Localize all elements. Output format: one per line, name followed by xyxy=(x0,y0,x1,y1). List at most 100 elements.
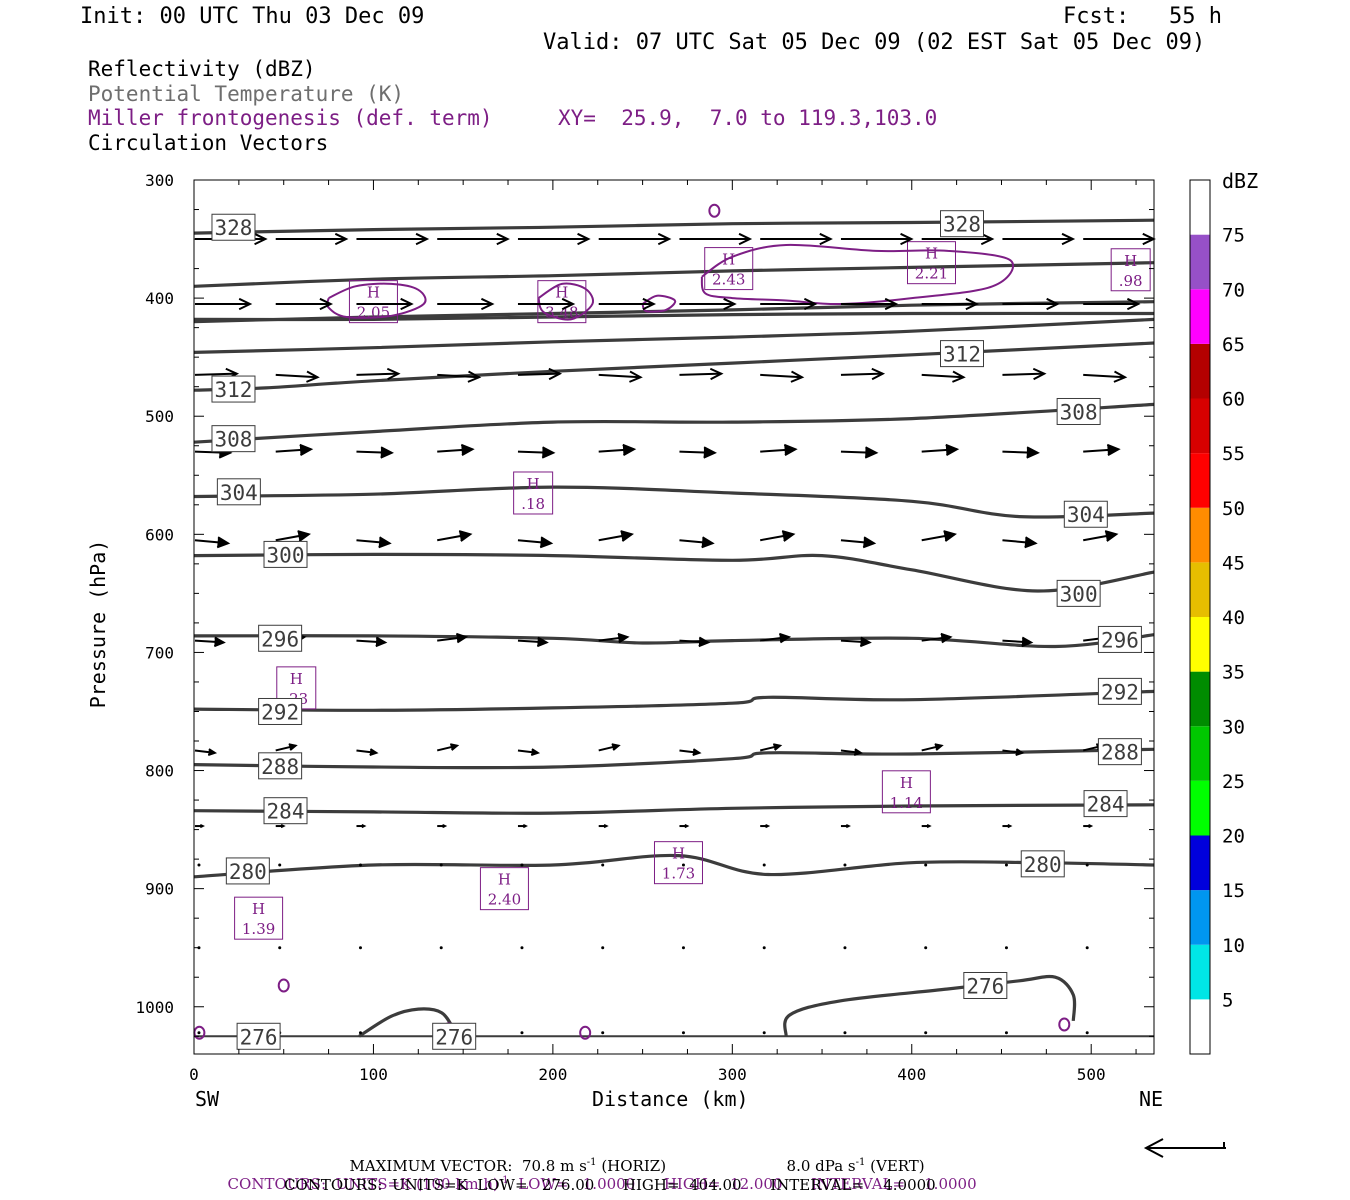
circulation-vector-head xyxy=(701,536,715,549)
isentrope-label: 312 xyxy=(943,343,981,367)
circulation-vector xyxy=(921,373,964,379)
circulation-vector-head xyxy=(617,632,630,644)
colorbar-level-label: 35 xyxy=(1222,662,1245,684)
frontogenesis-max-box xyxy=(881,770,931,814)
colorbar-level-label: 15 xyxy=(1222,880,1245,902)
isentrope-label-box xyxy=(211,425,256,453)
circulation-vector-head xyxy=(216,536,231,549)
isentrope-label: 276 xyxy=(240,1025,278,1049)
isentrope-label-box xyxy=(1097,677,1142,705)
circulation-vector-head xyxy=(1106,443,1121,457)
isentrope-label-box xyxy=(236,1022,281,1050)
circulation-vector xyxy=(437,373,480,379)
isentrope-label-box xyxy=(225,857,270,885)
isentrope-312 xyxy=(193,317,1155,354)
circulation-vector xyxy=(358,1031,362,1035)
circulation-vector-head xyxy=(1024,536,1038,549)
frontogenesis-max-value: 1.39 xyxy=(242,920,275,938)
circulation-vector xyxy=(762,863,766,867)
isentrope-label-box xyxy=(1097,625,1142,653)
circulation-vector-head xyxy=(622,443,637,457)
circulation-vector-head xyxy=(884,297,899,311)
circulation-vector xyxy=(681,863,685,867)
frontogenesis-max-box xyxy=(1110,248,1151,292)
cross-section-endpoints: XY= 25.9, 7.0 to 119.3,103.0 xyxy=(558,106,938,130)
forecast-hour: Fcst: 55 h xyxy=(1063,4,1222,29)
isentrope-300 xyxy=(193,552,1155,593)
isentrope-label: 276 xyxy=(966,974,1004,998)
frontogenesis-max-marker: H xyxy=(1124,252,1137,270)
frontogenesis-max-marker: H xyxy=(672,845,685,863)
circulation-vector-head xyxy=(297,530,311,542)
isentrope-label: 296 xyxy=(1101,628,1139,652)
colorbar-swatch xyxy=(1190,835,1210,891)
frontogenesis-max-box xyxy=(537,280,587,324)
circulation-vector-head xyxy=(577,232,591,246)
contours1-range: LOW= 1.0000 HIGH= 12.000 INTERVAL= 1.000… xyxy=(508,1175,977,1193)
circulation-vector-head xyxy=(530,748,541,757)
circulation-vector-head xyxy=(458,530,473,542)
isentrope-label: 276 xyxy=(435,1025,473,1049)
circulation-vector xyxy=(1004,1031,1008,1035)
circulation-vector xyxy=(1004,863,1008,867)
colorbar-swatch xyxy=(1190,507,1210,563)
circulation-vector-head xyxy=(400,297,414,311)
isentrope-label: 288 xyxy=(1101,741,1139,765)
colorbar-swatch xyxy=(1190,890,1210,945)
colorbar-swatch xyxy=(1190,343,1210,399)
circulation-vector-head xyxy=(1007,823,1013,829)
isentrope-304 xyxy=(193,485,1155,519)
circulation-vector-head xyxy=(703,446,717,459)
circulation-vector-head xyxy=(642,297,657,311)
circulation-vector xyxy=(843,863,847,867)
circulation-vector-head xyxy=(603,823,609,829)
frontogenesis-max-box xyxy=(906,241,956,285)
frontogenesis-small-contour xyxy=(277,978,290,993)
circulation-vector-head xyxy=(698,636,711,648)
isentrope-label: 304 xyxy=(1067,503,1105,527)
circulation-vector-head xyxy=(952,370,966,383)
isentrope-label-box xyxy=(1097,738,1142,766)
circulation-vector-head xyxy=(369,748,379,757)
footer-max-vector-vert: 8.0 dPa s-1 (VERT) xyxy=(777,1139,925,1175)
circulation-vector-head xyxy=(442,823,448,829)
colorbar-title: dBZ xyxy=(1222,169,1259,193)
isentrope-label: 296 xyxy=(261,627,299,651)
circulation-vector xyxy=(358,863,362,867)
circulation-vector-head xyxy=(781,530,796,542)
frontogenesis-max-box xyxy=(348,280,398,324)
colorbar-swatch xyxy=(1190,234,1210,290)
circulation-vector xyxy=(924,863,928,867)
circulation-vector-head xyxy=(238,297,253,311)
circulation-vector-head xyxy=(1021,636,1034,648)
x-axis-title: Distance (km) xyxy=(592,1087,749,1111)
circulation-vector xyxy=(601,946,605,950)
circulation-vector-head xyxy=(334,232,349,246)
circulation-vector-head xyxy=(496,232,510,246)
circulation-vector xyxy=(760,373,803,379)
circulation-vector-head xyxy=(1113,370,1128,383)
colorbar-level-label: 10 xyxy=(1222,935,1245,957)
circulation-vector-head xyxy=(319,297,334,311)
circulation-vector xyxy=(197,863,201,867)
isentrope-284 xyxy=(193,803,1155,815)
x-tick-label: 0 xyxy=(189,1065,199,1084)
frontogenesis-contour xyxy=(641,294,677,313)
colorbar-swatch xyxy=(1190,453,1210,508)
isentrope-label: 280 xyxy=(1024,853,1062,877)
frontogenesis-max-value: 2.40 xyxy=(488,891,521,909)
isentrope-label: 284 xyxy=(1087,793,1125,817)
circulation-vector xyxy=(520,863,524,867)
isentrope-308 xyxy=(193,402,1155,444)
frontogenesis-max-value: 2.21 xyxy=(915,265,948,283)
frontogenesis-max-value: 1.73 xyxy=(662,865,695,883)
isentrope-label-box xyxy=(940,340,984,368)
colorbar-level-label: 30 xyxy=(1222,716,1245,738)
circulation-vector-head xyxy=(375,636,388,648)
frontogenesis-max-marker: H xyxy=(290,670,303,688)
colorbar-swatch xyxy=(1190,944,1210,1000)
circulation-vector-head xyxy=(1088,823,1094,829)
circulation-vector-head xyxy=(783,443,798,457)
max-vector-vert-tag: (VERT) xyxy=(870,1157,925,1175)
